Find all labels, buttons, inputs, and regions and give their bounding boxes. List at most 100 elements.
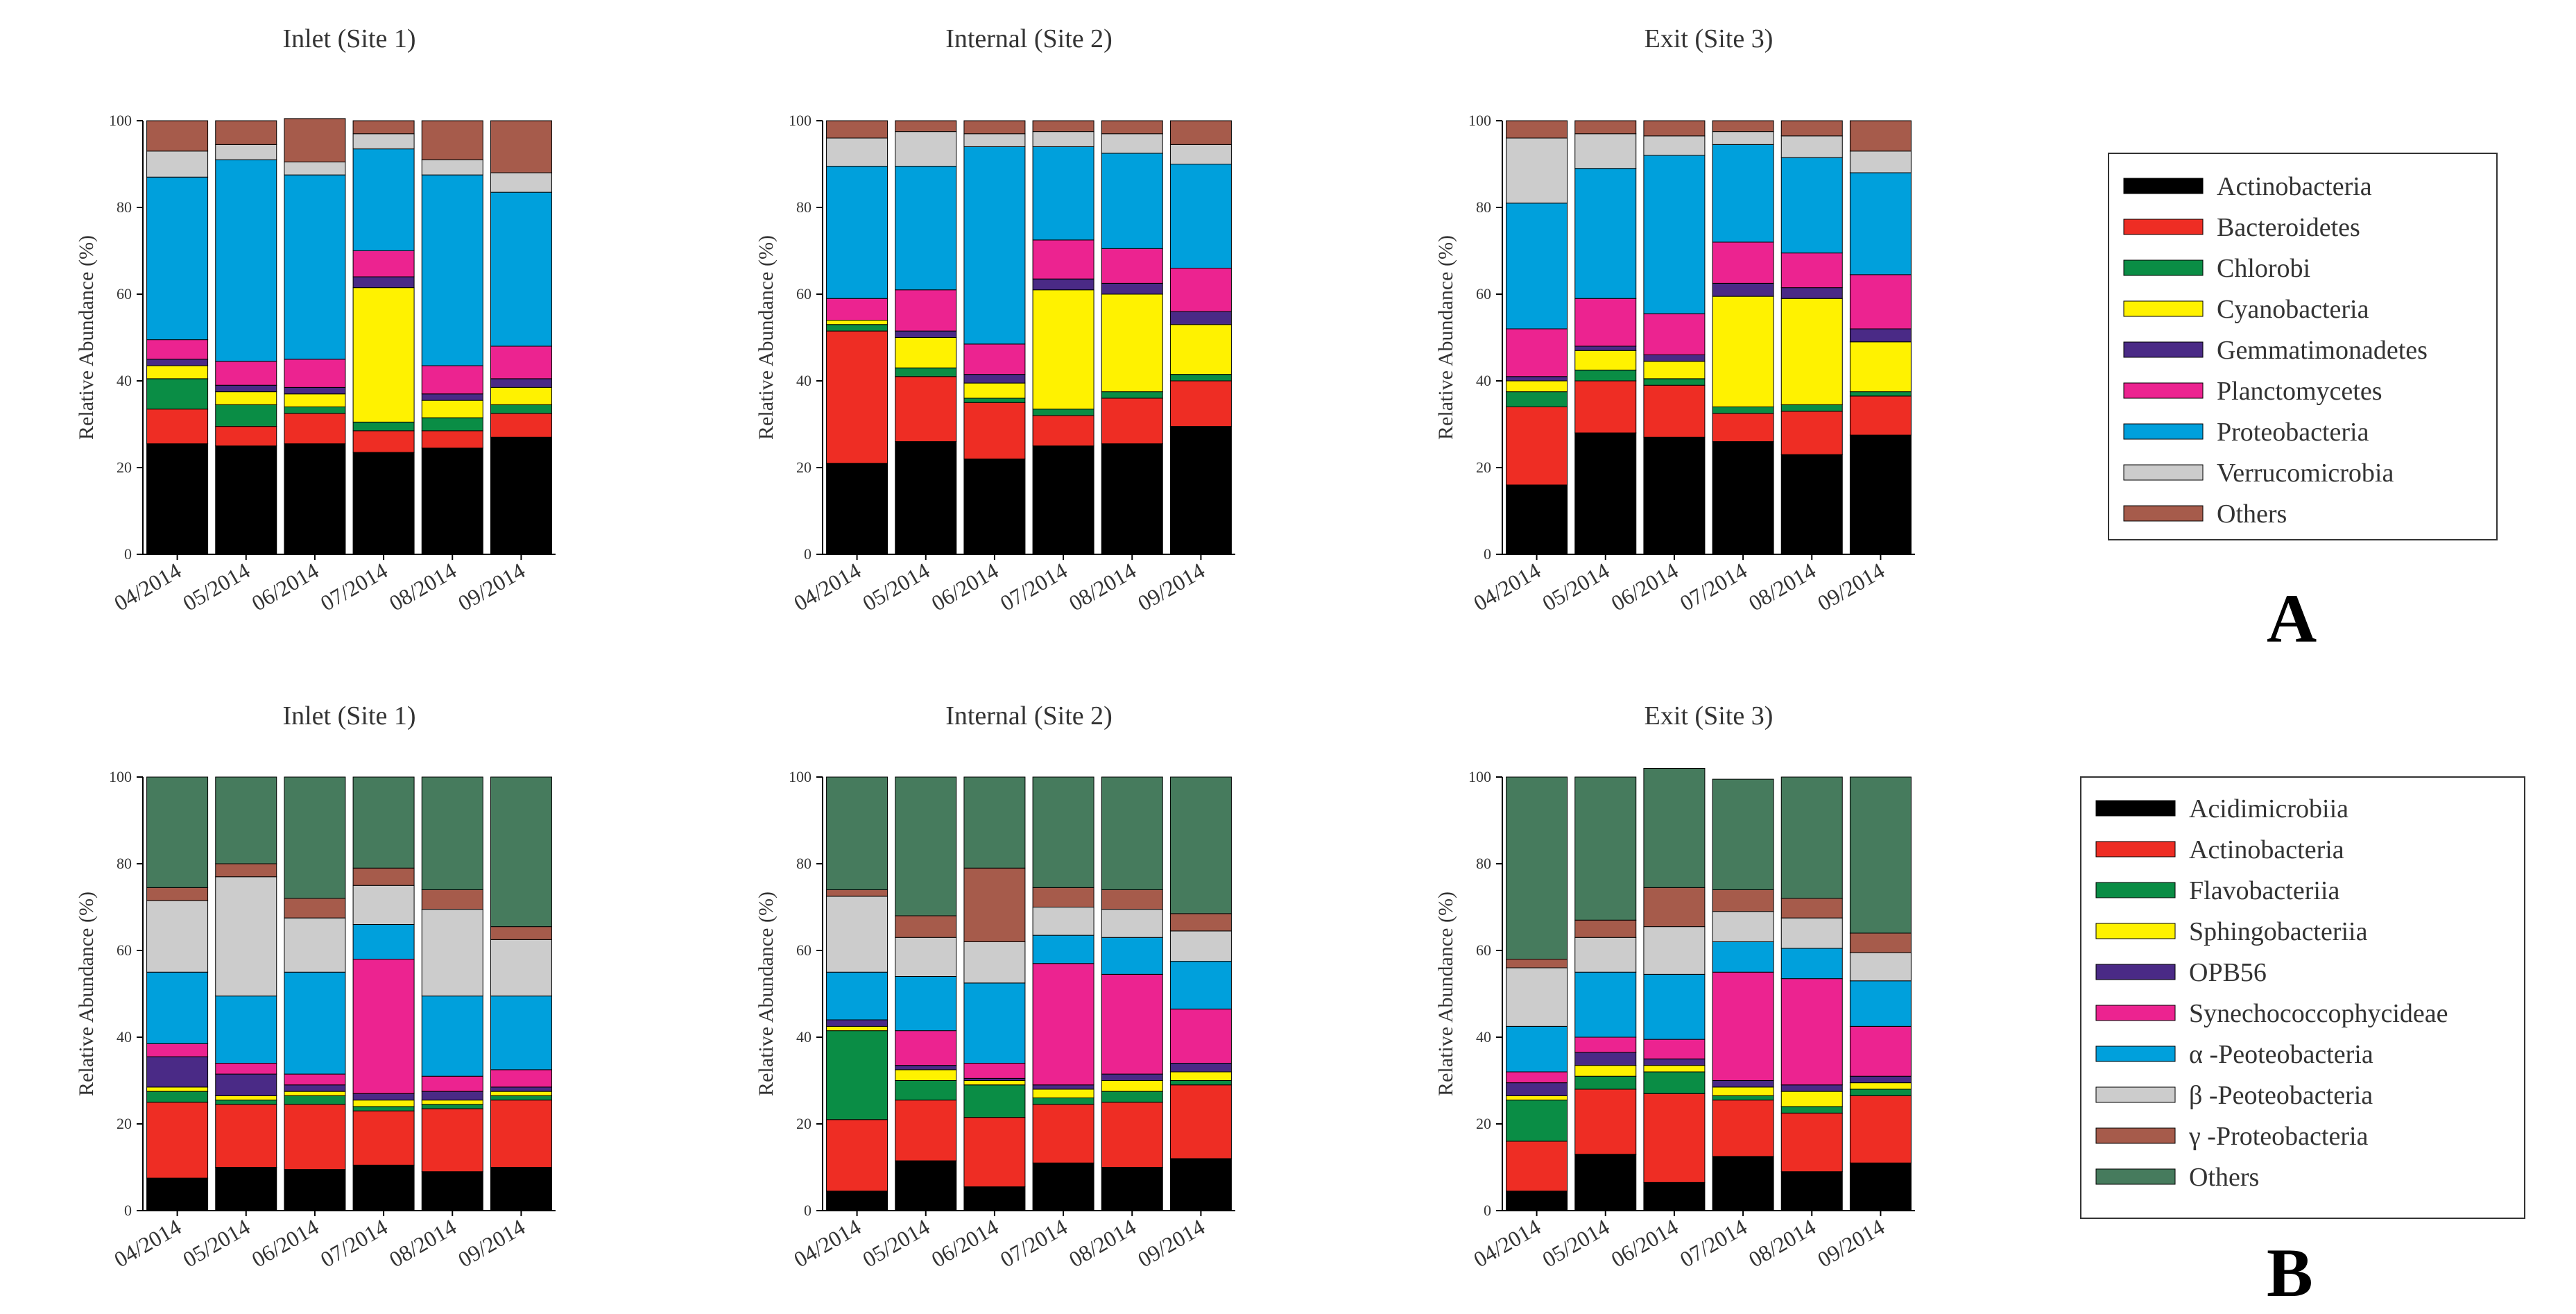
bar-segment xyxy=(1574,919,1637,938)
x-tick-label: 07/2014 xyxy=(1676,1214,1751,1272)
bar-segment xyxy=(352,1110,415,1166)
x-tick-label: 07/2014 xyxy=(316,1214,392,1272)
legend-label: Bacteroidetes xyxy=(2217,213,2360,242)
bar-segment xyxy=(146,887,209,901)
bar-segment xyxy=(963,402,1026,459)
bar-segment xyxy=(215,1063,277,1075)
bar-segment xyxy=(1643,155,1706,314)
y-tick-label: 60 xyxy=(117,285,132,302)
bar-segment xyxy=(490,191,552,347)
y-tick-label: 20 xyxy=(796,1115,812,1132)
legend-label: β -Peoteobacteria xyxy=(2189,1081,2373,1110)
bar-segment xyxy=(1506,776,1568,959)
bar-segment xyxy=(1574,168,1637,299)
bar-segment xyxy=(963,382,1026,399)
y-tick-label: 60 xyxy=(1476,941,1491,959)
bar-segment xyxy=(352,867,415,886)
legend-label: Flavobacteriia xyxy=(2189,876,2339,905)
bar-segment xyxy=(490,776,552,928)
bar-segment xyxy=(1169,1080,1232,1086)
x-tick-label: 06/2014 xyxy=(927,558,1003,616)
bar-segment xyxy=(1169,776,1232,914)
bar-segment xyxy=(895,441,957,555)
bar-segment xyxy=(1712,778,1774,890)
bar-segment xyxy=(146,900,209,973)
bar-segment xyxy=(1780,411,1843,455)
bar-segment xyxy=(1712,241,1774,284)
bar-segment xyxy=(215,120,277,145)
legend-label: γ -Proteobacteria xyxy=(2188,1122,2369,1151)
bar-segment xyxy=(421,417,483,432)
y-tick-label: 60 xyxy=(796,941,812,959)
y-tick-label: 80 xyxy=(117,855,132,872)
y-tick-label: 0 xyxy=(804,545,812,563)
bar-segment xyxy=(146,176,209,341)
bar-segment xyxy=(1169,1008,1232,1064)
bar-segment xyxy=(421,1108,483,1172)
legend-label: OPB56 xyxy=(2189,958,2267,987)
y-axis-label: Relative Abundance (%) xyxy=(75,235,98,440)
bar-segment xyxy=(284,161,346,176)
bar-segment xyxy=(1849,341,1912,393)
bar-segment xyxy=(1643,384,1706,438)
bar-segment xyxy=(421,1091,483,1101)
bar-segment xyxy=(895,776,957,916)
bar-segment xyxy=(1169,380,1232,427)
x-tick-label: 08/2014 xyxy=(1065,1214,1140,1272)
bar-segment xyxy=(1712,120,1774,133)
bar-segment xyxy=(1032,278,1094,291)
bar-segment xyxy=(352,120,415,135)
bar-segment xyxy=(146,378,209,410)
bar-segment xyxy=(895,1065,957,1070)
bar-segment xyxy=(146,120,209,152)
y-tick-label: 40 xyxy=(796,1028,812,1046)
bar-segment xyxy=(1849,1025,1912,1077)
bar-segment xyxy=(1643,135,1706,156)
bar-segment xyxy=(215,863,277,878)
bar-segment xyxy=(352,250,415,278)
bar-segment xyxy=(963,982,1026,1064)
bar-segment xyxy=(1780,1091,1843,1107)
bar-segment xyxy=(352,1093,415,1101)
bar-segment xyxy=(284,393,346,407)
bar-segment xyxy=(1643,1058,1706,1066)
legend-swatch xyxy=(2095,1127,2176,1144)
x-tick-label: 05/2014 xyxy=(178,1214,254,1272)
bar-segment xyxy=(1169,1063,1232,1073)
bar-segment xyxy=(352,1100,415,1107)
bar-segment xyxy=(1506,1095,1568,1101)
bar-segment xyxy=(1032,409,1094,416)
bar-segment xyxy=(1780,1171,1843,1211)
bar-segment xyxy=(1574,298,1637,347)
bar-segment xyxy=(895,367,957,377)
bar-segment xyxy=(1849,1075,1912,1084)
x-tick-label: 04/2014 xyxy=(789,1214,865,1272)
bar-segment xyxy=(1574,345,1637,351)
bar-segment xyxy=(1032,907,1094,936)
bar-segment xyxy=(490,120,552,173)
y-tick-label: 40 xyxy=(1476,1028,1491,1046)
bar-segment xyxy=(1506,1141,1568,1192)
bar-segment xyxy=(284,1091,346,1096)
bar-segment xyxy=(1574,120,1637,135)
legend-label: Actinobacteria xyxy=(2189,835,2344,864)
bar-segment xyxy=(146,1043,209,1057)
bar-segment xyxy=(1712,971,1774,1081)
bar-segment xyxy=(352,452,415,555)
bar-segment xyxy=(1712,144,1774,243)
bar-segment xyxy=(1712,1156,1774,1211)
bar-segment xyxy=(146,365,209,379)
y-axis-label: Relative Abundance (%) xyxy=(75,891,98,1096)
bar-segment xyxy=(895,976,957,1032)
bar-segment xyxy=(1169,961,1232,1009)
bar-segment xyxy=(1643,120,1706,137)
y-axis-label: Relative Abundance (%) xyxy=(755,235,778,440)
bar-segment xyxy=(963,1117,1026,1188)
bar-segment xyxy=(1506,120,1568,139)
legend-swatch xyxy=(2123,382,2204,399)
bar-segment xyxy=(1712,296,1774,407)
bar-segment xyxy=(1780,287,1843,299)
bar-segment xyxy=(1169,913,1232,932)
bar-segment xyxy=(963,120,1026,135)
bar-segment xyxy=(1101,293,1163,393)
